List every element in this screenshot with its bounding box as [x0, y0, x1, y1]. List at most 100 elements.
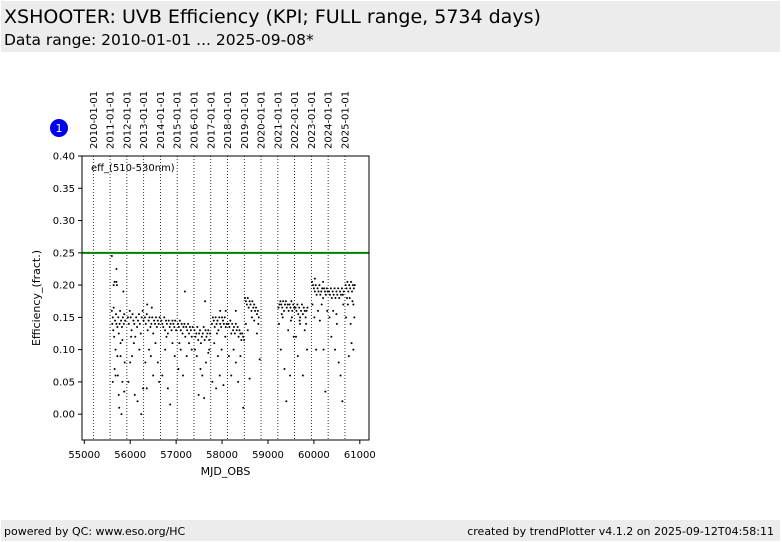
x-tick-label: 56000: [114, 450, 146, 461]
data-point: [333, 287, 336, 290]
data-point: [120, 413, 123, 416]
data-point: [254, 309, 257, 312]
data-point: [217, 329, 220, 332]
data-point: [123, 313, 126, 316]
data-point: [130, 329, 133, 332]
data-point: [298, 319, 301, 322]
data-point: [218, 374, 221, 377]
data-point: [111, 380, 114, 383]
year-marker-label: 2019-01-01: [240, 91, 251, 149]
data-point: [112, 329, 115, 332]
data-point: [318, 319, 321, 322]
data-point: [203, 338, 206, 341]
data-point: [128, 309, 131, 312]
data-point: [201, 374, 204, 377]
data-point: [335, 322, 338, 325]
data-point: [280, 303, 283, 306]
data-point: [258, 358, 261, 361]
data-point: [257, 316, 260, 319]
data-point: [178, 319, 181, 322]
data-point: [183, 322, 186, 325]
year-marker-label: 2015-01-01: [173, 91, 184, 149]
data-point: [282, 300, 285, 303]
data-point: [204, 361, 207, 364]
data-point: [237, 335, 240, 338]
data-point: [144, 361, 147, 364]
data-point: [146, 329, 149, 332]
data-point: [347, 355, 350, 358]
data-point: [335, 313, 338, 316]
data-point: [296, 303, 299, 306]
year-marker-label: 2016-01-01: [189, 91, 200, 149]
data-point: [187, 322, 190, 325]
data-point: [160, 319, 163, 322]
data-point: [204, 329, 207, 332]
data-point: [311, 303, 314, 306]
data-point: [340, 287, 343, 290]
plot-number-badge-label: 1: [56, 122, 63, 135]
data-point: [118, 322, 121, 325]
year-marker-label: 2018-01-01: [223, 91, 234, 149]
data-point: [225, 322, 228, 325]
data-point: [229, 319, 232, 322]
data-point: [126, 316, 129, 319]
data-point: [316, 287, 319, 290]
data-point: [177, 368, 180, 370]
data-point: [292, 303, 295, 306]
year-marker-label: 2011-01-01: [106, 91, 117, 149]
data-point: [219, 322, 222, 325]
data-point: [338, 297, 341, 299]
data-point: [344, 284, 347, 287]
data-point: [168, 326, 171, 329]
data-point: [111, 316, 114, 319]
page-subtitle: Data range: 2010-01-01 ... 2025-09-08*: [4, 31, 314, 49]
year-marker-label: 2012-01-01: [122, 91, 133, 149]
data-point: [243, 338, 246, 341]
data-point: [137, 313, 140, 316]
data-point: [152, 332, 155, 335]
data-point: [142, 319, 145, 322]
data-point: [313, 316, 316, 319]
data-point: [150, 306, 153, 309]
data-point: [224, 335, 227, 338]
data-point: [162, 326, 165, 329]
data-point: [342, 290, 345, 293]
data-point: [122, 290, 125, 293]
data-point: [241, 332, 244, 335]
data-point: [253, 303, 256, 306]
data-point: [131, 355, 134, 358]
data-point: [294, 335, 297, 338]
data-point: [203, 397, 206, 400]
data-point: [349, 287, 352, 290]
data-point: [239, 355, 242, 358]
data-point: [306, 306, 309, 309]
data-point: [178, 342, 181, 345]
plot-number-badge-circle: [50, 119, 68, 137]
data-point: [164, 348, 167, 351]
year-marker-label: 2014-01-01: [156, 91, 167, 149]
data-point: [115, 280, 118, 283]
data-point: [215, 387, 218, 390]
data-point: [293, 306, 296, 309]
plot-number-badge[interactable]: 1: [50, 119, 68, 137]
data-point: [195, 332, 198, 335]
data-point: [230, 374, 233, 377]
data-point: [221, 316, 224, 319]
data-point: [114, 374, 117, 377]
data-point: [233, 326, 235, 329]
data-point: [165, 319, 168, 322]
data-point: [242, 335, 245, 338]
year-marker-label: 2010-01-01: [89, 91, 100, 149]
data-point: [336, 293, 339, 296]
data-point: [138, 322, 141, 325]
data-point: [288, 303, 291, 306]
data-point: [117, 316, 120, 319]
data-point: [283, 368, 286, 370]
data-point: [257, 322, 260, 325]
data-point: [134, 335, 137, 338]
data-point: [313, 290, 316, 293]
data-point: [170, 329, 173, 332]
data-point: [201, 332, 204, 335]
data-point: [255, 313, 258, 316]
